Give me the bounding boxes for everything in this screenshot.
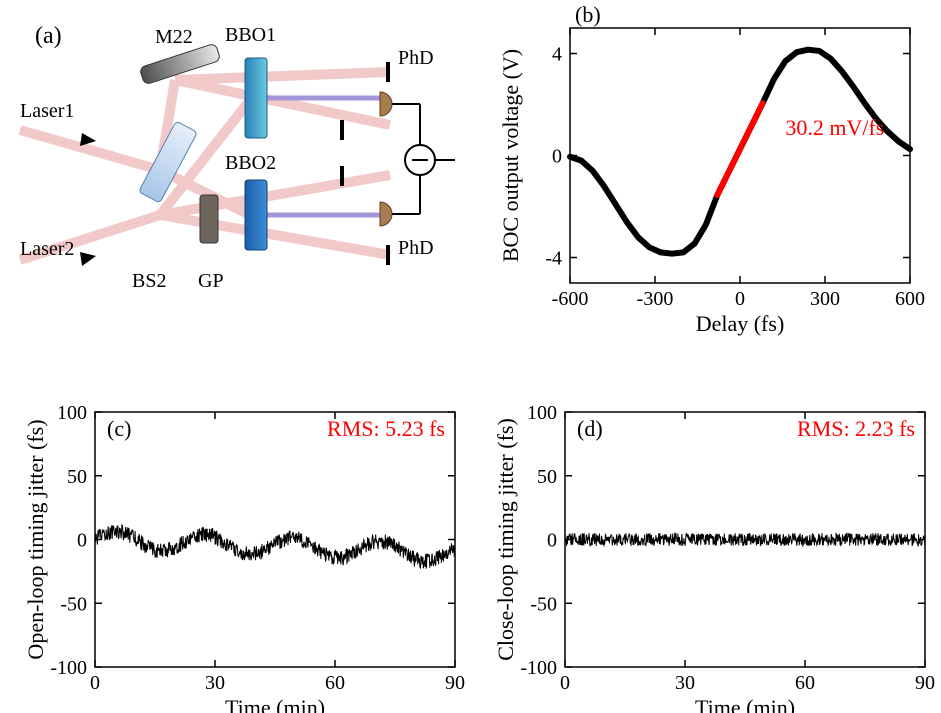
svg-text:100: 100 xyxy=(57,402,87,424)
svg-text:RMS: 2.23 fs: RMS: 2.23 fs xyxy=(797,416,915,441)
panel-b-chart: -600 -300 0 300 600 -4 0 4 Delay (fs) BOC output … xyxy=(480,0,941,350)
label-phd1: PhD xyxy=(398,47,434,70)
svg-text:30.2 mV/fs: 30.2 mV/fs xyxy=(785,115,884,140)
svg-text:(d): (d) xyxy=(577,416,603,441)
label-laser1: Laser1 xyxy=(20,100,74,123)
svg-text:-50: -50 xyxy=(530,593,557,615)
svg-text:Close-loop timing jitter (fs): Close-loop timing jitter (fs) xyxy=(493,418,518,661)
panel-d-chart: 0 30 60 90 -100 -50 0 50 100 Time (min) Close-loop… xyxy=(470,380,941,713)
svg-text:Time (min): Time (min) xyxy=(695,695,795,713)
label-laser2: Laser2 xyxy=(20,238,74,261)
svg-text:(c): (c) xyxy=(107,416,131,441)
svg-text:30: 30 xyxy=(675,672,695,694)
svg-text:0: 0 xyxy=(77,530,87,552)
svg-text:RMS: 5.23 fs: RMS: 5.23 fs xyxy=(327,416,445,441)
svg-text:0: 0 xyxy=(90,672,100,694)
svg-text:BOC output voltage (V): BOC output voltage (V) xyxy=(498,49,523,262)
svg-text:-300: -300 xyxy=(637,288,674,310)
svg-text:60: 60 xyxy=(795,672,815,694)
svg-text:100: 100 xyxy=(527,402,557,424)
label-gp: GP xyxy=(198,270,224,293)
svg-text:0: 0 xyxy=(560,672,570,694)
panel-a-label: (a) xyxy=(35,23,62,50)
svg-text:-50: -50 xyxy=(60,593,87,615)
svg-text:-100: -100 xyxy=(520,657,557,679)
svg-text:50: 50 xyxy=(67,466,87,488)
svg-text:60: 60 xyxy=(325,672,345,694)
label-phd2: PhD xyxy=(398,237,434,260)
svg-text:600: 600 xyxy=(895,288,925,310)
svg-text:90: 90 xyxy=(915,672,935,694)
svg-text:-4: -4 xyxy=(545,248,562,270)
svg-text:0: 0 xyxy=(735,288,745,310)
svg-text:0: 0 xyxy=(552,146,562,168)
svg-text:-600: -600 xyxy=(552,288,589,310)
svg-text:(b): (b) xyxy=(575,2,601,27)
svg-text:50: 50 xyxy=(537,466,557,488)
label-bbo2: BBO2 xyxy=(225,152,276,175)
label-bs2: BS2 xyxy=(132,270,166,293)
panel-c-chart: 0 30 60 90 -100 -50 0 50 100 Time (min) Open-loop … xyxy=(0,380,470,713)
svg-text:-100: -100 xyxy=(50,657,87,679)
svg-text:Time (min): Time (min) xyxy=(225,695,325,713)
label-m22: M22 xyxy=(155,26,193,49)
svg-text:Open-loop timing jitter (fs): Open-loop timing jitter (fs) xyxy=(23,419,48,659)
svg-text:30: 30 xyxy=(205,672,225,694)
label-bbo1: BBO1 xyxy=(225,24,276,47)
svg-text:300: 300 xyxy=(810,288,840,310)
svg-text:Delay (fs): Delay (fs) xyxy=(696,311,785,336)
svg-text:4: 4 xyxy=(552,44,562,66)
svg-text:90: 90 xyxy=(445,672,465,694)
svg-text:0: 0 xyxy=(547,530,557,552)
